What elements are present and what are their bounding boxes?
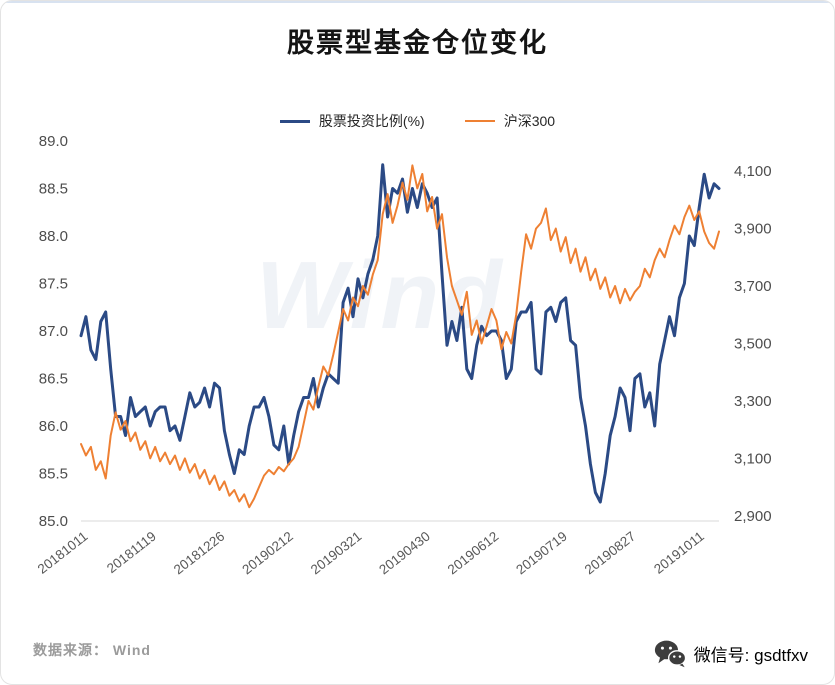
legend-label-csi300: 沪深300 xyxy=(503,113,556,129)
legend-item-stock-ratio: 股票投资比例(%) xyxy=(279,111,425,131)
x-axis-tick-labels: 20181011 20181119 20181226 20190212 20190321… xyxy=(35,529,707,578)
x-tick-label: 20181011 xyxy=(35,529,91,577)
left-tick-label: 87.0 xyxy=(39,323,68,340)
series-line-1 xyxy=(80,164,720,509)
x-tick-label: 20190212 xyxy=(239,529,296,578)
left-tick-label: 86.0 xyxy=(39,418,68,435)
right-axis-tick-labels: 4,100 3,900 3,700 3,500 3,300 3,100 2,900 xyxy=(734,163,772,525)
left-tick-label: 87.5 xyxy=(39,276,68,293)
legend-item-csi300: 沪深300 xyxy=(464,111,556,131)
right-tick-label: 3,500 xyxy=(734,335,772,352)
x-tick-label: 20181119 xyxy=(104,529,159,577)
x-tick-label: 20190321 xyxy=(308,529,365,578)
csi300-line-swatch xyxy=(464,120,495,122)
left-tick-label: 85.0 xyxy=(39,513,68,530)
x-tick-label: 20190827 xyxy=(582,529,639,578)
wechat-icon xyxy=(654,640,686,668)
right-tick-label: 4,100 xyxy=(734,163,772,180)
wechat-id-label: 微信号: gsdtfxv xyxy=(693,646,808,665)
right-tick-label: 3,100 xyxy=(734,450,772,467)
right-tick-label: 3,300 xyxy=(734,393,772,410)
right-tick-label: 3,900 xyxy=(734,221,772,238)
x-tick-label: 20190719 xyxy=(513,529,570,578)
left-tick-label: 86.5 xyxy=(39,371,68,388)
left-tick-label: 88.0 xyxy=(39,228,68,245)
x-tick-label: 20191011 xyxy=(651,529,707,577)
x-tick-label: 20181226 xyxy=(171,529,228,578)
x-tick-label: 20190612 xyxy=(445,529,502,578)
data-source-note: 数据来源： Wind xyxy=(33,642,151,658)
right-tick-label: 3,700 xyxy=(734,278,772,295)
left-tick-label: 89.0 xyxy=(39,133,68,150)
series-line-0 xyxy=(79,163,721,504)
chart-series-lines xyxy=(79,163,721,509)
left-tick-label: 88.5 xyxy=(39,181,68,198)
legend-label-stock-ratio: 股票投资比例(%) xyxy=(318,113,425,129)
page-title: 股票型基金仓位变化 xyxy=(287,28,548,58)
wechat-badge: 微信号: gsdtfxv xyxy=(654,639,808,668)
stock-ratio-line-swatch xyxy=(279,119,310,123)
right-tick-label: 2,900 xyxy=(734,508,772,525)
left-axis-tick-labels: 89.0 88.5 88.0 87.5 87.0 86.5 86.0 85.5 85.0 xyxy=(39,133,68,530)
x-tick-label: 20190430 xyxy=(376,529,433,578)
chart-legend: 股票投资比例(%) 沪深300 xyxy=(1,111,834,131)
left-tick-label: 85.5 xyxy=(39,466,68,483)
